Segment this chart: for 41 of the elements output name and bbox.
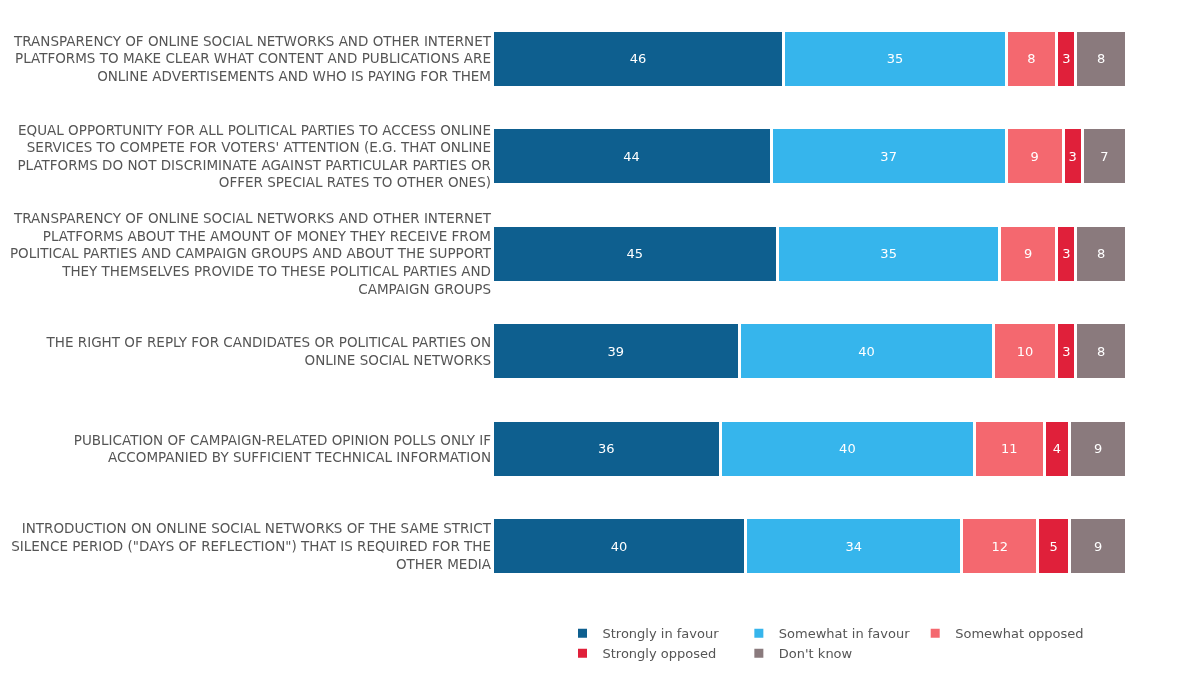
data-label: 11	[1000, 441, 1018, 457]
data-label: 3	[1062, 343, 1071, 359]
data-label: 8	[1027, 51, 1036, 67]
y-tick-label: TRANSPARENCY OF ONLINE SOCIAL NETWORKS AND OTHER INTERNET PLATFORMS TO MAKE CLEAR WHAT CONTENT AND PUBLICATIONS ARE ONLINE ADVERTISEMENTS AND WHO IS PAYING FOR THEM	[12, 32, 492, 85]
data-label: 9	[1030, 148, 1039, 164]
data-label: 40	[610, 538, 628, 554]
legend-label: Strongly opposed	[602, 646, 717, 662]
data-label: 7	[1100, 148, 1109, 164]
data-label: 39	[607, 343, 625, 359]
data-label: 8	[1097, 246, 1106, 262]
data-label: 40	[839, 441, 856, 457]
data-label: 35	[880, 246, 897, 262]
data-label: 35	[886, 51, 904, 67]
legend-label: Somewhat opposed	[955, 626, 1084, 642]
data-label: 45	[626, 246, 644, 262]
data-label: 37	[880, 148, 897, 164]
data-label: 9	[1093, 538, 1103, 554]
data-label: 44	[623, 148, 640, 164]
data-label: 8	[1097, 343, 1106, 359]
data-label: 34	[845, 538, 862, 554]
data-label: 36	[597, 441, 615, 457]
data-label: 46	[629, 51, 647, 67]
data-label: 3	[1062, 51, 1071, 67]
y-tick-label: TRANSPARENCY OF ONLINE SOCIAL NETWORKS AND OTHER INTERNET PLATFORMS ABOUT THE AMOUNT OF MONEY THEY RECEIVE FROM POLITICAL PARTIES AND CAMPAIGN GROUPS AND ABOUT THE SUPPORT THEY THEMSELVES PROVIDE TO THESE POLITICAL PARTIES AND CAMPAIGN GROUPS	[9, 210, 492, 297]
data-label: 40	[858, 343, 875, 359]
legend-label: Strongly in favour	[602, 626, 720, 642]
data-label: 8	[1097, 51, 1106, 67]
data-label: 3	[1068, 148, 1077, 164]
y-tick-label: INTRODUCTION ON ONLINE SOCIAL NETWORKS OF THE SAME STRICT SILENCE PERIOD ("DAYS OF REFLECTION") THAT IS REQUIRED FOR THE OTHER MEDIA	[11, 520, 492, 572]
data-label: 9	[1024, 246, 1033, 262]
y-tick-label: PUBLICATION OF CAMPAIGN-RELATED OPINION POLLS ONLY IF ACCOMPANIED BY SUFFICIENT TECHNICAL INFORMATION	[73, 431, 491, 466]
y-tick-label: EQUAL OPPORTUNITY FOR ALL POLITICAL PARTIES TO ACCESS ONLINE SERVICES TO COMPETE FOR VOTERS' ATTENTION (E.G. THAT ONLINE PLATFORMS DO NOT DISCRIMINATE AGAINST PARTICULAR PARTIES OR OFFER SPECIAL RATES TO OTHER ONES)	[17, 121, 491, 191]
data-label: 12	[991, 538, 1008, 554]
data-label: 4	[1052, 441, 1061, 457]
data-label: 10	[1016, 343, 1034, 359]
legend-label: Don't know	[778, 646, 853, 662]
legend-label: Somewhat in favour	[778, 626, 911, 642]
y-tick-label: THE RIGHT OF REPLY FOR CANDIDATES OR POLITICAL PARTIES ON ONLINE SOCIAL NETWORKS	[45, 334, 491, 368]
data-label: 9	[1093, 441, 1103, 457]
data-label: 5	[1049, 538, 1058, 554]
data-label: 3	[1062, 246, 1071, 262]
